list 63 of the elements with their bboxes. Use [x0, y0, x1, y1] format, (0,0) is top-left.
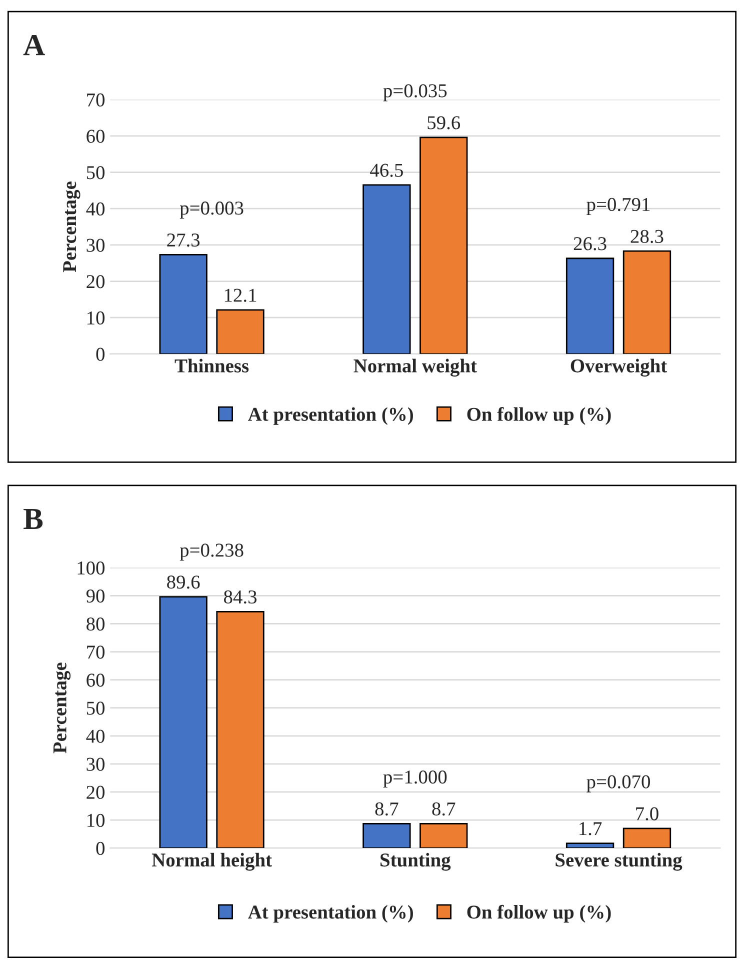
- bar: [420, 136, 468, 354]
- bar: [216, 309, 264, 354]
- y-tick-label: 40: [86, 202, 105, 216]
- data-label: 26.3: [574, 237, 606, 250]
- x-tick-label: Overweight: [570, 358, 668, 377]
- bar: [566, 258, 614, 354]
- bar: [622, 828, 672, 848]
- y-tick-label: 40: [86, 730, 105, 743]
- chart-title: B: [24, 508, 43, 530]
- bar: [159, 596, 208, 848]
- x-tick-label: Normal weight: [354, 358, 477, 377]
- data-label: 46.5: [370, 164, 403, 177]
- annotation: p=0.791: [586, 198, 650, 215]
- data-label: 27.3: [167, 234, 200, 247]
- data-label: 12.1: [224, 288, 256, 302]
- y-tick-label: 50: [86, 702, 105, 715]
- y-axis-title: Percentage: [63, 182, 80, 272]
- y-tick-label: 30: [86, 758, 105, 771]
- bar: [420, 822, 468, 848]
- legend-label: On follow up (%): [467, 904, 611, 923]
- y-tick-label: 60: [86, 674, 105, 687]
- data-label: 7.0: [636, 807, 658, 820]
- data-label: 28.3: [630, 230, 664, 244]
- legend-label: On follow up (%): [467, 407, 611, 425]
- data-label: 8.7: [432, 802, 456, 816]
- y-tick-label: 10: [88, 311, 105, 325]
- legend-label: At presentation (%): [248, 407, 413, 425]
- annotation: p=0.070: [586, 775, 650, 792]
- chart-title: A: [23, 34, 45, 56]
- y-tick-label: 90: [86, 589, 105, 603]
- annotation: p=0.035: [383, 84, 447, 102]
- text: p=0.238: [180, 544, 244, 561]
- y-tick-label: 60: [86, 130, 105, 143]
- y-tick-label: 70: [87, 646, 105, 659]
- y-tick-label: 20: [86, 786, 105, 799]
- data-label: 89.6: [167, 576, 200, 589]
- y-tick-label: 0: [96, 348, 105, 361]
- x-tick-label: Normal height: [152, 852, 272, 871]
- y-axis-title: Percentage: [54, 662, 71, 754]
- data-label: 8.7: [375, 802, 398, 816]
- x-tick-label: Severe stunting: [556, 852, 682, 871]
- bar: [216, 610, 264, 848]
- data-label: 59.6: [428, 116, 460, 130]
- y-tick-label: 70: [87, 93, 105, 107]
- x-tick-label: Stunting: [380, 852, 451, 871]
- y-tick-label: 20: [86, 275, 105, 288]
- x-tick-label: Thinness: [174, 358, 249, 372]
- y-tick-label: 100: [78, 561, 105, 575]
- bar: [566, 842, 614, 848]
- y-tick-label: 30: [86, 238, 105, 252]
- data-label: 84.3: [224, 590, 257, 604]
- y-tick-label: 80: [86, 618, 105, 631]
- bar: [622, 250, 672, 354]
- legend-label: At presentation (%): [248, 905, 413, 923]
- y-tick-label: 50: [86, 166, 105, 180]
- y-tick-label: 10: [88, 814, 105, 827]
- annotation: p=1.000: [383, 770, 447, 788]
- y-tick-label: 0: [96, 842, 105, 855]
- bar: [362, 822, 411, 848]
- annotation: p=0.003: [180, 202, 244, 219]
- bar: [362, 184, 411, 354]
- bar: [159, 254, 208, 354]
- data-label: 1.7: [580, 822, 602, 836]
